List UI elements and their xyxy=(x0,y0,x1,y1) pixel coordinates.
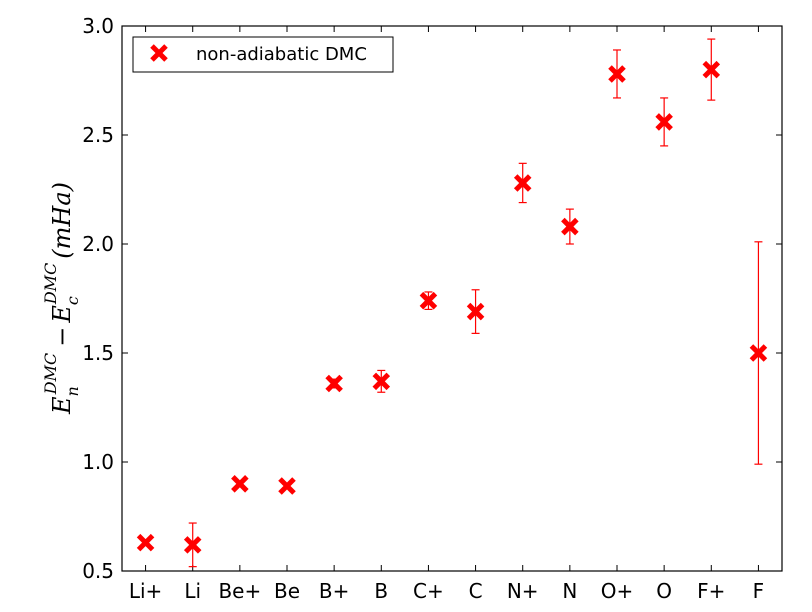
x-tick-label: B+ xyxy=(319,579,349,603)
y-tick-label: 0.5 xyxy=(82,559,114,583)
legend-label: non-adiabatic DMC xyxy=(196,44,367,65)
data-point xyxy=(702,38,721,101)
x-tick-label: Be xyxy=(274,579,300,603)
x-tick-label: O xyxy=(656,579,672,603)
data-point xyxy=(419,291,438,310)
x-tick-label: O+ xyxy=(601,579,634,603)
x-tick-label: F+ xyxy=(697,579,725,603)
data-series xyxy=(136,38,768,568)
x-tick-label: B xyxy=(374,579,388,603)
x-marker-stroke xyxy=(702,60,721,79)
data-point xyxy=(749,241,768,465)
data-point xyxy=(183,522,202,568)
x-tick-label: F xyxy=(753,579,765,603)
y-tick-label: 3.0 xyxy=(82,14,114,38)
x-marker-stroke xyxy=(325,374,343,393)
y-tick-label: 2.0 xyxy=(82,232,114,256)
data-point xyxy=(561,208,579,245)
legend-box xyxy=(132,36,394,73)
data-point xyxy=(466,289,485,334)
x-marker-stroke xyxy=(466,302,485,321)
data-point xyxy=(136,533,155,552)
x-marker-stroke xyxy=(749,344,768,362)
x-marker-stroke xyxy=(419,291,438,310)
x-marker-stroke xyxy=(136,533,155,552)
data-point xyxy=(608,49,626,99)
x-tick-label: N xyxy=(562,579,577,603)
data-point xyxy=(372,369,391,393)
data-point xyxy=(513,162,532,204)
y-tick-label: 1.0 xyxy=(82,450,114,474)
x-tick-label: C xyxy=(469,579,483,603)
x-marker-stroke xyxy=(655,113,673,131)
data-point xyxy=(655,97,673,147)
legend-marker xyxy=(150,44,168,62)
x-tick-label: C+ xyxy=(413,579,444,603)
x-marker-stroke xyxy=(561,217,579,236)
x-tick-label: Li+ xyxy=(129,579,162,603)
x-tick-label: Be+ xyxy=(218,579,261,603)
plot-frame xyxy=(121,25,783,572)
data-point xyxy=(325,374,343,393)
data-point xyxy=(231,475,249,493)
x-marker-stroke xyxy=(278,477,296,495)
x-tick-label: Li xyxy=(184,579,201,603)
x-tick-label: N+ xyxy=(507,579,539,603)
y-axis: 0.5 1.0 1.5 2.0 2.5 3.0 xyxy=(82,14,782,583)
x-marker-stroke xyxy=(608,65,626,83)
data-point xyxy=(278,477,296,495)
x-marker-stroke xyxy=(513,174,532,192)
y-axis-label: EnDMC−EcDMC(mHa) xyxy=(41,182,82,415)
x-marker-stroke xyxy=(231,475,249,493)
legend: non-adiabatic DMC xyxy=(132,36,394,73)
y-tick-label: 2.5 xyxy=(82,123,114,147)
y-tick-label: 1.5 xyxy=(82,341,114,365)
x-marker-stroke xyxy=(372,372,391,391)
x-marker-stroke xyxy=(183,536,202,554)
x-axis: Li+ Li Be+ Be B+ B C+ C N+ N O+ O F+ F xyxy=(129,26,764,603)
